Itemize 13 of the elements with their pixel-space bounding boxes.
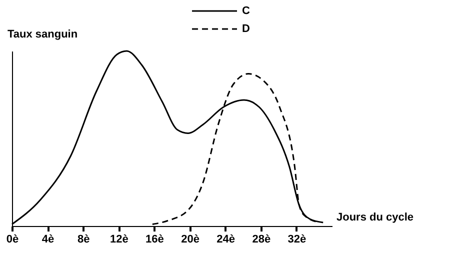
x-tick-label: 20è (181, 234, 200, 246)
x-tick-label: 28è (252, 234, 271, 246)
x-tick-label: 32è (288, 234, 306, 246)
y-axis-title: Taux sanguin (8, 28, 78, 40)
x-tick-label: 4è (42, 234, 54, 246)
x-tick-label: 16è (146, 234, 164, 246)
legend-label: D (242, 23, 250, 35)
x-axis-title: Jours du cycle (336, 212, 414, 224)
x-tick-label: 8è (77, 234, 90, 246)
legend-label: C (242, 5, 250, 17)
x-tick-label: 12è (110, 234, 128, 246)
x-tick-label: 24è (216, 234, 236, 246)
x-tick-label: 0è (6, 234, 19, 246)
